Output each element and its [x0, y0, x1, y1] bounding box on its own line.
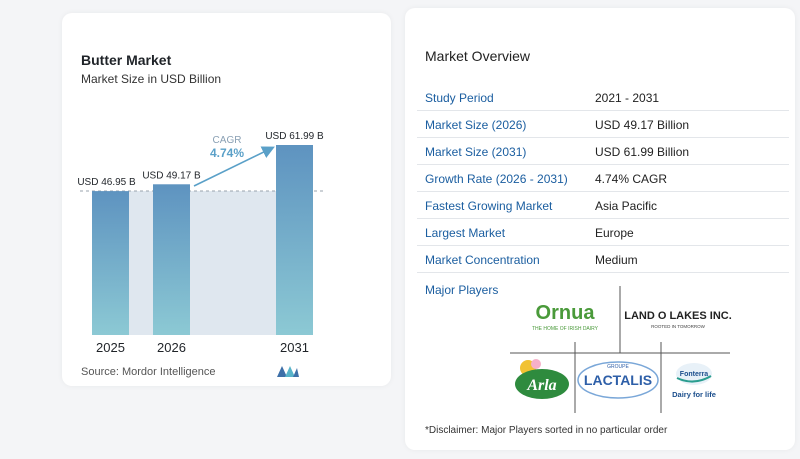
fonterra-tagline: Dairy for life — [672, 390, 716, 399]
category-label: 2025 — [96, 340, 125, 355]
bar-2026 — [153, 184, 190, 335]
overview-row-study-period: Study Period 2021 - 2031 — [417, 84, 789, 111]
lactalis-logo-icon: GROUPE LACTALIS — [577, 361, 659, 399]
land-o-lakes-name: LAND O LAKES INC. — [624, 310, 732, 322]
row-label: Market Concentration — [425, 253, 540, 267]
row-label: Study Period — [425, 91, 494, 105]
fonterra-logo-icon: Fonterra Dairy for life — [672, 363, 716, 399]
lactalis-group: GROUPE — [607, 364, 629, 370]
row-label: Market Size (2026) — [425, 118, 527, 132]
overview-row-largest-market: Largest Market Europe — [417, 219, 789, 246]
ornua-name: Ornua — [536, 302, 596, 324]
cagr-arrow — [193, 146, 275, 187]
row-label: Largest Market — [425, 226, 506, 240]
arla-name: Arla — [526, 377, 556, 394]
bar-value-label: USD 61.99 B — [265, 131, 324, 142]
row-label: Fastest Growing Market — [425, 199, 553, 213]
overview-card: Market Overview Study Period 2021 - 2031… — [405, 8, 795, 450]
row-label: Market Size (2031) — [425, 145, 527, 159]
row-value: 2021 - 2031 — [595, 91, 660, 105]
overview-row-market-size-2026: Market Size (2026) USD 49.17 Billion — [417, 111, 789, 138]
bar-value-label: USD 49.17 B — [142, 170, 201, 181]
chart-subtitle: Market Size in USD Billion — [81, 72, 222, 86]
row-value: Medium — [595, 253, 638, 267]
cagr-label: CAGR — [213, 135, 242, 146]
lactalis-name: LACTALIS — [584, 372, 652, 388]
disclaimer: *Disclaimer: Major Players sorted in no … — [425, 425, 668, 436]
row-value: USD 61.99 Billion — [595, 145, 690, 159]
cagr-value: 4.74% — [210, 146, 244, 160]
growth-band — [129, 191, 276, 335]
arla-logo-icon: Arla — [515, 359, 569, 399]
overview-row-fastest-growing: Fastest Growing Market Asia Pacific — [417, 192, 789, 219]
bar-2031 — [276, 145, 313, 335]
overview-row-market-size-2031: Market Size (2031) USD 61.99 Billion — [417, 138, 789, 165]
ornua-tagline: THE HOME OF IRISH DAIRY — [532, 326, 599, 332]
major-players-label: Major Players — [425, 283, 499, 297]
land-o-lakes-logo-icon: LAND O LAKES INC. ROOTED IN TOMORROW — [624, 310, 732, 329]
category-label: 2026 — [157, 340, 186, 355]
ornua-logo-icon: Ornua THE HOME OF IRISH DAIRY — [532, 302, 599, 332]
category-label: 2031 — [280, 340, 309, 355]
chart-title: Butter Market — [81, 52, 172, 68]
bar-chart: USD 46.95 B USD 49.17 B USD 61.99 B 2025 20… — [77, 131, 325, 355]
land-o-lakes-tagline: ROOTED IN TOMORROW — [651, 324, 706, 329]
source-text: Source: Mordor Intelligence — [81, 366, 216, 378]
major-players-logos: Ornua THE HOME OF IRISH DAIRY LAND O LAK… — [510, 286, 732, 413]
bar-value-label: USD 46.95 B — [77, 177, 136, 188]
overview-row-growth-rate: Growth Rate (2026 - 2031) 4.74% CAGR — [417, 165, 789, 192]
bar-2025 — [92, 191, 129, 335]
overview-row-market-concentration: Market Concentration Medium — [417, 246, 789, 273]
row-value: Asia Pacific — [595, 199, 658, 213]
row-value: 4.74% CAGR — [595, 172, 668, 186]
row-value: USD 49.17 Billion — [595, 118, 690, 132]
fonterra-name: Fonterra — [680, 371, 709, 378]
row-value: Europe — [595, 226, 634, 240]
mordor-logo-icon — [277, 366, 299, 377]
overview-title: Market Overview — [425, 48, 531, 64]
row-label: Growth Rate (2026 - 2031) — [425, 172, 568, 186]
